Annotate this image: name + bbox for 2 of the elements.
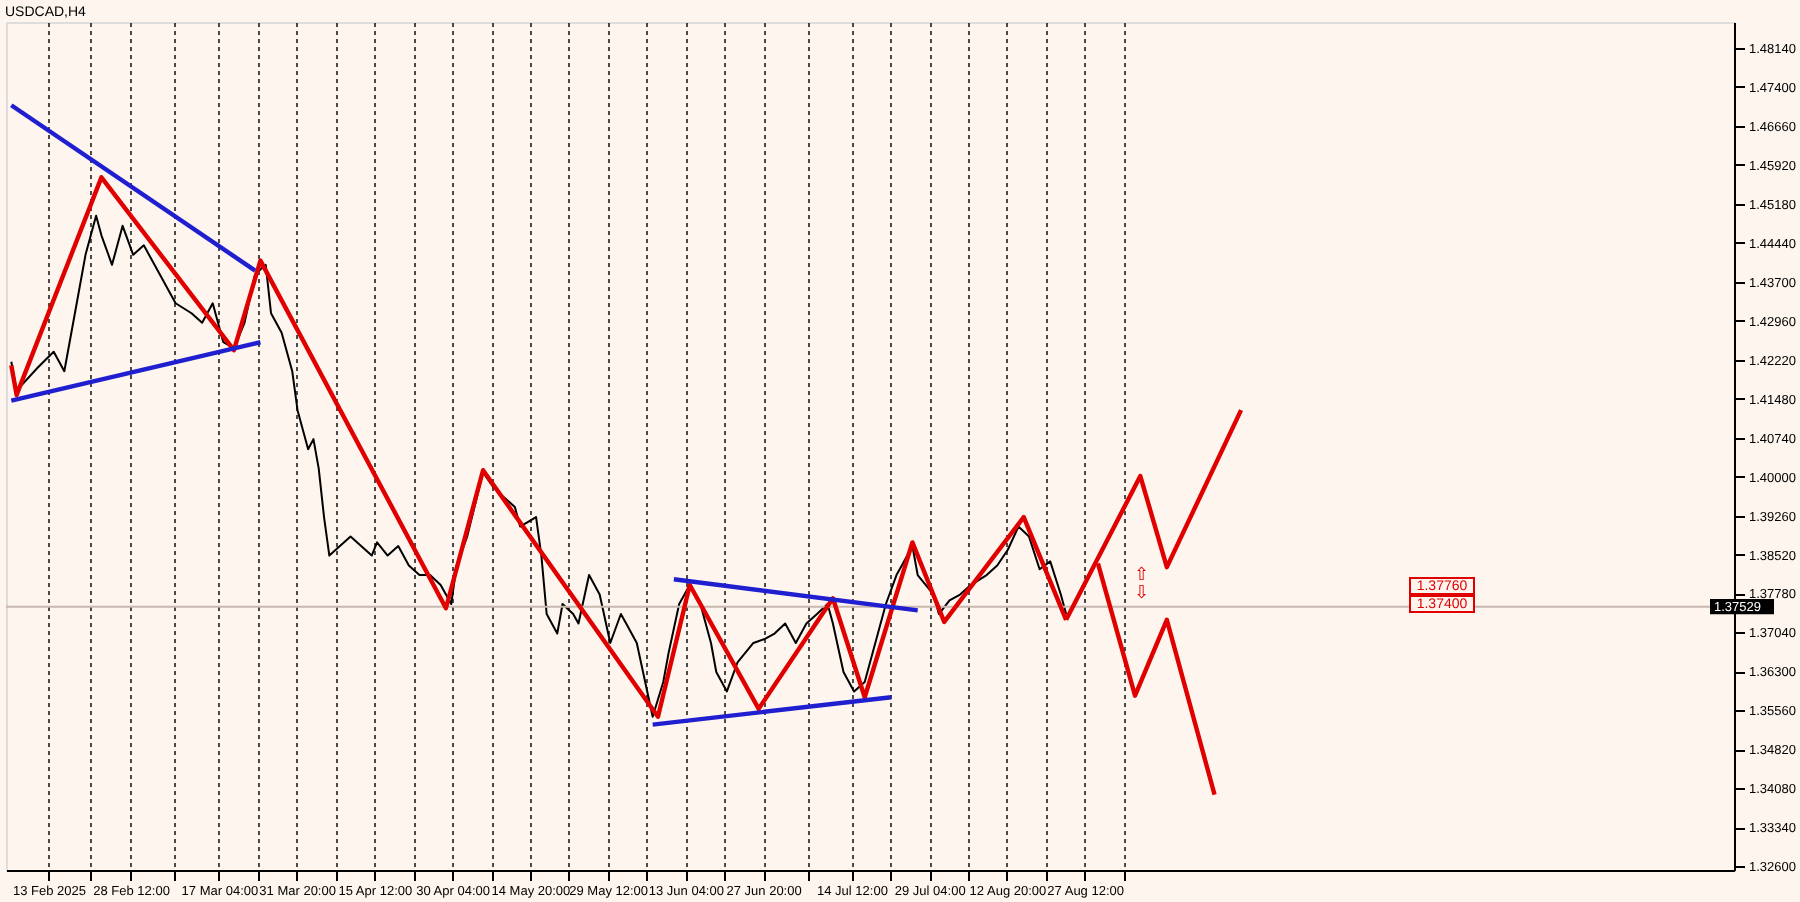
annotation: ⇩: [1134, 582, 1150, 602]
annotation: ⇧: [1134, 564, 1150, 584]
